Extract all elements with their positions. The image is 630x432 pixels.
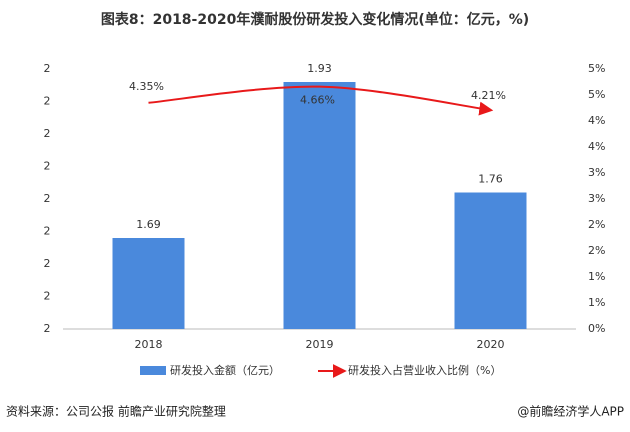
line <box>148 85 494 116</box>
y2-tick-label: 4% <box>588 140 605 153</box>
y2-tick-label: 2% <box>588 244 605 257</box>
y2-tick-label: 4% <box>588 114 605 127</box>
legend-label: 研发投入金额（亿元） <box>170 363 280 377</box>
legend-label: 研发投入占营业收入比例（%） <box>348 363 501 377</box>
y-tick-label: 2 <box>44 95 51 108</box>
bar <box>283 82 356 329</box>
y-tick-label: 2 <box>44 160 51 173</box>
y2-tick-label: 2% <box>588 218 605 231</box>
chart-title: 图表8：2018-2020年濮耐股份研发投入变化情况(单位：亿元，%) <box>101 11 529 28</box>
legend-swatch <box>140 366 166 375</box>
y2-tick-label: 5% <box>588 62 605 75</box>
y2-tick-label: 1% <box>588 296 605 309</box>
y-tick-label: 2 <box>44 290 51 303</box>
bar <box>454 192 527 329</box>
y2-tick-label: 3% <box>588 192 605 205</box>
y-tick-label: 2 <box>44 62 51 75</box>
y2-tick-label: 5% <box>588 88 605 101</box>
x-tick-label: 2019 <box>306 338 334 351</box>
y2-tick-label: 0% <box>588 322 605 335</box>
bar-value-label: 1.69 <box>136 218 161 231</box>
y-tick-label: 2 <box>44 257 51 270</box>
bar-value-label: 1.76 <box>478 173 503 186</box>
source: 资料来源：公司公报 前瞻产业研究院整理 <box>6 404 226 419</box>
y2-tick-label: 3% <box>588 166 605 179</box>
credit: @前瞻经济学人APP <box>517 404 624 419</box>
bar <box>112 238 185 329</box>
bar-value-label: 1.93 <box>307 62 332 75</box>
y-tick-label: 2 <box>44 225 51 238</box>
line-value-label: 4.66% <box>300 94 335 107</box>
line-value-label: 4.35% <box>129 80 164 93</box>
line-value-label: 4.21% <box>471 89 506 102</box>
y-tick-label: 2 <box>44 127 51 140</box>
y2-tick-label: 1% <box>588 270 605 283</box>
x-tick-label: 2018 <box>135 338 163 351</box>
y-tick-label: 2 <box>44 322 51 335</box>
y-tick-label: 2 <box>44 192 51 205</box>
x-tick-label: 2020 <box>477 338 505 351</box>
